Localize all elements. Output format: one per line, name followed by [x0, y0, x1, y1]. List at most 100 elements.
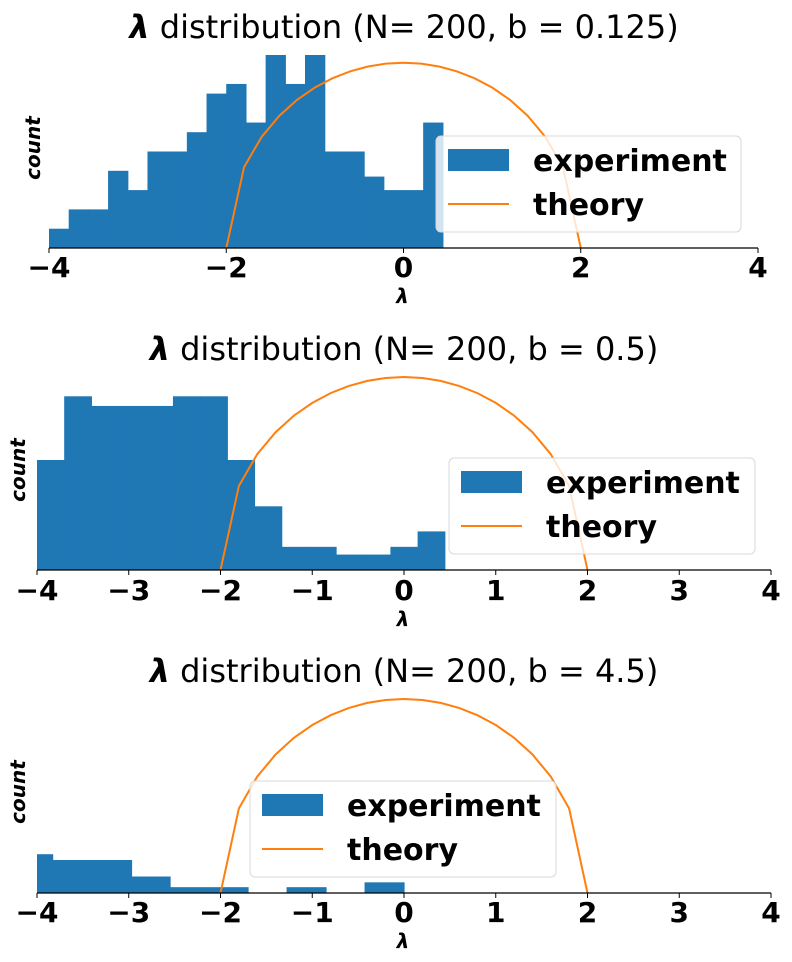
legend: experiment theory	[435, 135, 742, 233]
legend-frame	[448, 457, 756, 555]
histogram-bar-10	[308, 546, 337, 570]
x-tick-label: 3	[670, 896, 689, 929]
y-axis-label: count	[6, 437, 30, 502]
legend-swatch-experiment	[262, 794, 323, 816]
x-tick-label: −2	[199, 896, 242, 929]
histogram-bar-1	[64, 396, 92, 570]
subplot-3: −4 −3 −2 −1 0 1 2 3 4 λ count λ distribution (N= 20…	[6, 652, 781, 953]
x-tick-label: −3	[107, 896, 150, 929]
histogram-bar-14	[324, 151, 345, 248]
theory-line	[225, 61, 582, 249]
x-axis-label: λ	[396, 607, 410, 631]
legend-label-experiment: experiment	[347, 789, 541, 824]
histogram-bar-16	[364, 176, 385, 248]
legend-label-theory: theory	[546, 510, 657, 545]
x-tick-label: 0	[394, 896, 413, 929]
histogram-bar-5	[364, 882, 405, 893]
histogram-bar-6	[167, 151, 188, 248]
x-tick-label: −1	[291, 896, 334, 929]
x-tick-label: −4	[16, 896, 59, 929]
histogram-bar-13	[390, 546, 419, 570]
title-symbol: λ	[148, 330, 170, 368]
legend-swatch-experiment	[448, 149, 509, 171]
x-tick-label: 2	[578, 574, 597, 607]
x-tick-label: 2	[578, 896, 597, 929]
histogram-bar-10	[245, 122, 267, 248]
legend-label-experiment: experiment	[533, 144, 727, 179]
x-tick-label: 1	[486, 574, 505, 607]
histogram-bar-6	[200, 396, 228, 570]
histogram-bar-3	[170, 887, 249, 893]
histogram-bar-8	[206, 93, 227, 248]
histogram-bar-1	[68, 209, 89, 248]
title-text: distribution (N= 200, b = 4.5)	[170, 652, 658, 690]
histogram-bar-17	[383, 190, 405, 248]
legend-swatch-experiment	[461, 471, 522, 493]
histogram-bar-7	[186, 132, 208, 248]
title-symbol: λ	[127, 8, 149, 46]
experiment-bars	[37, 854, 405, 893]
legend: experiment theory	[249, 780, 557, 878]
histogram-bar-3	[118, 405, 147, 570]
histogram-bar-14	[417, 531, 446, 570]
x-tick-label: 2	[571, 251, 590, 284]
histogram-bar-0	[49, 228, 70, 248]
legend-label-theory: theory	[533, 188, 644, 223]
histogram-bar-9	[281, 546, 310, 570]
legend-frame	[249, 780, 557, 878]
theory-line	[219, 375, 589, 571]
experiment-bars	[49, 55, 444, 248]
histogram-bar-2	[131, 876, 171, 893]
histogram-bar-12	[363, 554, 392, 570]
x-axis-label: λ	[396, 929, 410, 953]
x-tick-label: −2	[205, 251, 248, 284]
subplot-1: −4 −2 0 2 4 λ count λ distribution (N= 200, b =…	[21, 8, 768, 308]
legend: experiment theory	[448, 457, 756, 555]
x-tick-label: −2	[199, 574, 242, 607]
histogram-bar-12	[285, 83, 306, 248]
x-tick-label: 4	[748, 251, 767, 284]
histogram-bar-11	[336, 554, 364, 570]
histogram-bar-3	[108, 170, 129, 248]
histogram-bar-0	[37, 854, 54, 893]
x-tick-label: 4	[761, 896, 780, 929]
theory-line	[219, 697, 589, 894]
histogram-bar-8	[254, 506, 283, 570]
experiment-bars	[37, 396, 446, 570]
x-tick-label: 3	[670, 574, 689, 607]
legend-label-experiment: experiment	[546, 466, 740, 501]
x-tick-label: −4	[16, 574, 59, 607]
histogram-bar-0	[37, 459, 65, 570]
histogram-bar-18	[403, 190, 424, 248]
y-axis-label: count	[21, 115, 45, 180]
histogram-bar-15	[344, 151, 365, 248]
x-axis-label: λ	[395, 284, 409, 308]
subplot-2: −4 −3 −2 −1 0 1 2 3 4 λ count λ distribution (N= 20…	[6, 330, 781, 631]
histogram-bar-2	[91, 405, 120, 570]
title-text: distribution (N= 200, b = 0.125)	[150, 8, 679, 46]
histogram-bar-4	[145, 405, 174, 570]
chart-title: λ distribution (N= 200, b = 4.5)	[148, 652, 659, 690]
x-tick-label: 1	[486, 896, 505, 929]
chart-title: λ distribution (N= 200, b = 0.125)	[127, 8, 678, 46]
legend-label-theory: theory	[347, 833, 458, 868]
histogram-bar-5	[172, 396, 201, 570]
histogram-bar-2	[88, 209, 109, 248]
histogram-bar-13	[305, 55, 326, 248]
histogram-bar-4	[127, 190, 149, 248]
y-axis-label: count	[6, 759, 30, 824]
histogram-bar-1	[52, 860, 133, 893]
x-tick-label: 4	[761, 574, 780, 607]
title-text: distribution (N= 200, b = 0.5)	[170, 330, 658, 368]
x-tick-label: 0	[394, 251, 413, 284]
x-tick-label: −3	[107, 574, 150, 607]
legend-frame	[435, 135, 742, 233]
chart-title: λ distribution (N= 200, b = 0.5)	[148, 330, 659, 368]
histogram-bar-7	[227, 459, 256, 570]
histogram-bar-9	[226, 83, 247, 248]
histogram-bar-4	[286, 887, 327, 893]
x-tick-label: 0	[394, 574, 413, 607]
x-tick-label: −4	[28, 251, 71, 284]
histogram-bar-5	[147, 151, 168, 248]
